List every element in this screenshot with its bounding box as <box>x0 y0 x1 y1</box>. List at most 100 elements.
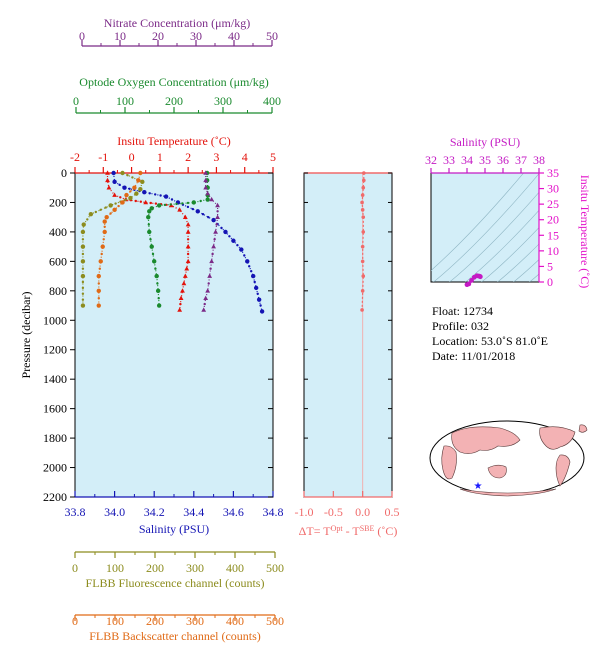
optode-oxygen-concentration-dot <box>181 202 184 205</box>
pressure-tick-label: 0 <box>61 166 67 180</box>
nitrate-concentration-point <box>205 288 211 293</box>
flbb-backscatter-channel-dot <box>100 252 103 256</box>
flbb-fluorescence-channel-series <box>80 170 145 308</box>
ts-isopycnal <box>449 191 539 282</box>
flbb-fluorescence-channel-dot <box>81 292 85 295</box>
salinity-point <box>253 285 259 291</box>
nitrate-tick-label: 20 <box>152 29 164 43</box>
backscatter-tick-label: 300 <box>186 614 204 628</box>
delta-point <box>360 244 365 249</box>
delta-tick-label: -0.5 <box>324 505 343 519</box>
salinity-point <box>245 259 250 264</box>
salinity-dot <box>243 254 246 257</box>
salinity-point <box>239 247 244 252</box>
insitu-temperature-dot <box>186 238 190 241</box>
nitrate-axis-label: Nitrate Concentration (μm/kg) <box>104 16 250 30</box>
salinity-point <box>122 185 127 190</box>
insitu-temperature-point <box>143 199 149 205</box>
flbb-fluorescence-channel-dot <box>126 174 129 177</box>
temperature-tick-label: -2 <box>70 150 80 164</box>
salinity-point <box>256 297 262 302</box>
flbb-backscatter-channel-series <box>96 170 143 308</box>
delta-point <box>362 171 366 175</box>
map-landmass <box>451 426 521 454</box>
ts-salinity-tick-label: 38 <box>533 153 545 167</box>
ts-point <box>477 274 483 280</box>
salinity-tick-label: 34.0 <box>104 505 125 519</box>
nitrate-concentration-dot <box>209 267 212 270</box>
pressure-tick-label: 2200 <box>43 490 67 504</box>
flbb-fluorescence-channel-dot <box>81 280 85 284</box>
insitu-temperature-point <box>180 288 185 293</box>
optode-oxygen-concentration-dot <box>154 267 157 270</box>
delta-label-part: - T <box>343 524 361 538</box>
flbb-fluorescence-channel-dot <box>131 176 134 179</box>
optode-oxygen-concentration-point <box>152 259 157 264</box>
salinity-point <box>142 189 147 195</box>
salinity-point <box>211 217 216 223</box>
oxygen-tick-label: 0 <box>73 94 79 108</box>
flbb-backscatter-channel-point <box>136 178 141 183</box>
map-landmass <box>459 488 557 497</box>
temperature-tick-label: 5 <box>270 150 276 164</box>
delta-tick-label: 0.5 <box>385 505 400 519</box>
flbb-fluorescence-channel-dot <box>81 267 85 270</box>
salinity-dot <box>128 187 131 190</box>
delta-label-superscript: SBE <box>360 524 375 533</box>
optode-oxygen-concentration-dot <box>175 202 178 206</box>
nitrate-concentration-point <box>203 170 209 175</box>
ts-salinity-tick-label: 37 <box>515 153 527 167</box>
insitu-temperature-point <box>185 221 191 227</box>
flbb-fluorescence-channel-dot <box>81 286 85 290</box>
fluorescence-tick-label: 100 <box>106 561 124 575</box>
salinity-dot <box>228 235 231 238</box>
optode-oxygen-concentration-dot <box>186 201 190 205</box>
salinity-dot <box>186 205 190 209</box>
map-landmass <box>487 464 507 479</box>
pressure-tick-label: 800 <box>49 284 67 298</box>
nitrate-concentration-point <box>203 185 209 190</box>
map-landmass <box>555 454 571 487</box>
backscatter-tick-label: 500 <box>266 614 284 628</box>
delta-point <box>360 208 365 212</box>
flbb-fluorescence-channel-dot <box>104 206 107 209</box>
optode-oxygen-concentration-point <box>147 209 152 214</box>
nitrate-tick-label: 50 <box>266 29 278 43</box>
flbb-fluorescence-channel-point <box>80 273 86 279</box>
delta-point <box>360 259 365 264</box>
oxygen-tick-label: 100 <box>116 94 134 108</box>
flbb-fluorescence-channel-point <box>138 187 143 192</box>
insitu-temperature-point <box>105 170 110 175</box>
salinity-point <box>195 209 200 214</box>
pressure-tick-label: 200 <box>49 195 67 209</box>
nitrate-concentration-dot <box>203 302 206 306</box>
flbb-backscatter-channel-point <box>132 185 137 190</box>
flbb-fluorescence-channel-dot <box>86 218 89 221</box>
insitu-temperature-dot <box>134 199 137 203</box>
flbb-fluorescence-channel-point <box>80 259 86 264</box>
flbb-backscatter-channel-point <box>124 192 129 198</box>
map-landmass <box>539 426 576 450</box>
fluorescence-tick-label: 400 <box>226 561 244 575</box>
flbb-backscatter-channel-dot <box>97 297 101 300</box>
salinity-point <box>251 273 256 279</box>
flbb-backscatter-channel-dot <box>97 282 101 285</box>
pressure-tick-label: 400 <box>49 225 67 239</box>
salinity-point <box>223 229 228 235</box>
oxygen-tick-label: 400 <box>263 94 281 108</box>
float-id: Float: 12734 <box>432 304 494 318</box>
salinity-dot <box>236 244 239 247</box>
flbb-backscatter-channel-dot <box>103 225 106 228</box>
main-plot-area <box>74 172 274 498</box>
insitu-temperature-point <box>181 280 187 286</box>
temperature-tick-label: 1 <box>157 150 163 164</box>
insitu-temperature-series <box>105 170 191 312</box>
flbb-backscatter-channel-point <box>102 219 107 224</box>
flbb-fluorescence-channel-dot <box>94 210 98 214</box>
salinity-dot <box>118 183 121 186</box>
nitrate-concentration-point <box>215 214 220 219</box>
delta-point <box>360 193 365 197</box>
nitrate-concentration-point <box>205 191 211 196</box>
salinity-dot <box>148 192 151 195</box>
flbb-fluorescence-channel-point <box>108 203 113 208</box>
